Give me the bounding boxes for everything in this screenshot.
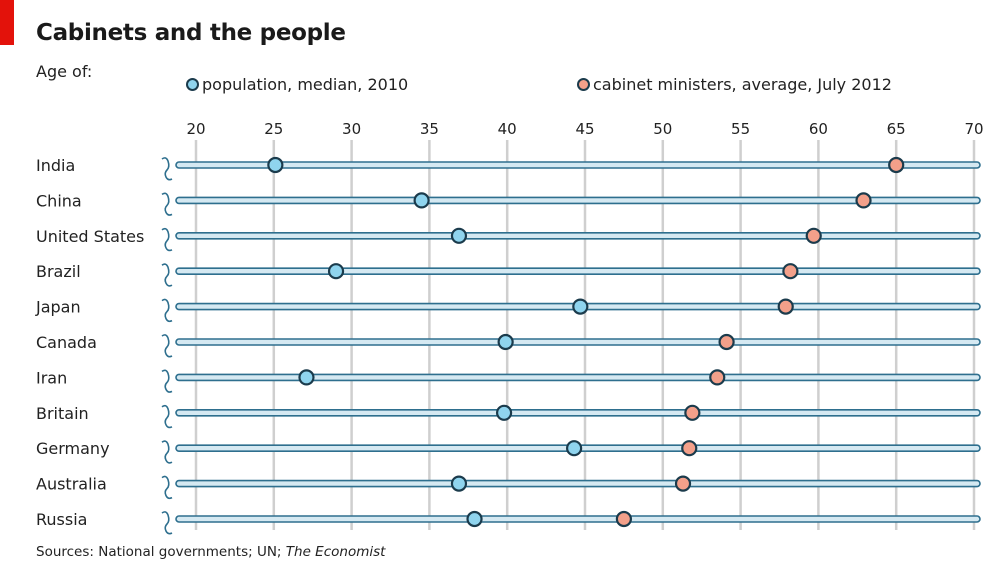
x-axis-ticks: 20 25 30 35 40 45 50 55 60 65 70 bbox=[186, 120, 983, 138]
red-corner-tag bbox=[0, 0, 14, 45]
rows: India China United States Brazil Japan Canada… bbox=[35, 156, 981, 535]
row-bar bbox=[175, 338, 981, 346]
axis-break-icon bbox=[161, 227, 173, 252]
axis-break-icon bbox=[161, 475, 173, 500]
chart-row: China bbox=[36, 191, 981, 216]
ministers-dot bbox=[888, 156, 905, 174]
row-label: India bbox=[36, 156, 75, 175]
ministers-dot bbox=[805, 227, 822, 244]
row-label: China bbox=[36, 191, 82, 210]
chart-row: Russia bbox=[36, 510, 981, 535]
legend-ministers: cabinet ministers, average, July 2012 bbox=[577, 75, 892, 94]
ministers-dot bbox=[855, 192, 872, 209]
population-dot bbox=[566, 440, 583, 457]
chart-row: Australia bbox=[36, 475, 981, 500]
chart-row: Japan bbox=[35, 298, 981, 323]
row-bar bbox=[175, 161, 981, 169]
ministers-dot bbox=[718, 333, 735, 351]
x-tick-label: 35 bbox=[420, 120, 439, 138]
legend-ministers-label: cabinet ministers, average, July 2012 bbox=[593, 75, 892, 94]
chart-row: Britain bbox=[36, 404, 981, 429]
row-bar bbox=[175, 196, 981, 205]
ministers-dot bbox=[615, 510, 633, 528]
legend-population-label: population, median, 2010 bbox=[202, 75, 409, 94]
population-dot bbox=[450, 475, 468, 492]
x-tick-label: 65 bbox=[887, 120, 906, 138]
row-label: Russia bbox=[36, 510, 87, 529]
ministers-dot bbox=[709, 369, 726, 386]
row-bar bbox=[175, 515, 981, 523]
row-bar bbox=[175, 479, 981, 488]
chart-title: Cabinets and the people bbox=[36, 20, 346, 46]
x-tick-label: 50 bbox=[653, 120, 672, 138]
population-dot bbox=[495, 404, 513, 421]
chart-row: United States bbox=[36, 227, 981, 252]
chart-row: Brazil bbox=[36, 262, 981, 287]
population-dot bbox=[450, 227, 468, 244]
row-bar bbox=[175, 408, 981, 417]
row-label: Britain bbox=[36, 404, 89, 423]
chart-row: Iran bbox=[36, 368, 981, 393]
chart-row: Canada bbox=[36, 333, 981, 358]
ministers-dot bbox=[777, 298, 794, 315]
row-bar bbox=[175, 267, 981, 276]
axis-break-icon bbox=[161, 263, 173, 287]
axis-break-icon bbox=[161, 440, 173, 464]
row-bar bbox=[175, 232, 981, 240]
ministers-dot bbox=[782, 263, 799, 280]
row-label: United States bbox=[36, 227, 144, 246]
source-prefix: Sources: National governments; UN; bbox=[36, 544, 286, 560]
row-label: Canada bbox=[36, 333, 97, 352]
population-dot bbox=[466, 510, 483, 528]
legend-ministers-swatch bbox=[577, 78, 590, 91]
population-dot bbox=[267, 156, 284, 174]
chart-subtitle: Age of: bbox=[36, 62, 93, 81]
x-tick-label: 45 bbox=[575, 120, 594, 138]
chart-row: India bbox=[36, 156, 981, 181]
source-italic: The Economist bbox=[285, 544, 386, 560]
x-tick-label: 20 bbox=[186, 120, 205, 138]
axis-break-icon bbox=[161, 511, 173, 535]
axis-break-icon bbox=[161, 334, 173, 358]
population-dot bbox=[497, 333, 514, 351]
row-label: Brazil bbox=[36, 262, 81, 281]
row-label: Germany bbox=[36, 439, 110, 458]
ministers-dot bbox=[681, 440, 698, 457]
chart-row: Germany bbox=[36, 439, 981, 464]
axis-break-icon bbox=[161, 298, 173, 323]
x-tick-label: 30 bbox=[342, 120, 361, 138]
x-tick-label: 55 bbox=[731, 120, 750, 138]
x-tick-label: 70 bbox=[964, 120, 983, 138]
x-tick-label: 25 bbox=[264, 120, 283, 138]
source-note: Sources: National governments; UN; The E… bbox=[36, 544, 385, 560]
population-dot bbox=[298, 369, 315, 386]
population-dot bbox=[413, 192, 430, 209]
row-label: Japan bbox=[35, 298, 81, 317]
x-tick-label: 40 bbox=[498, 120, 517, 138]
axis-break-icon bbox=[161, 157, 173, 181]
ministers-dot bbox=[674, 475, 692, 492]
population-dot bbox=[572, 298, 589, 315]
legend-population: population, median, 2010 bbox=[186, 75, 408, 94]
ministers-dot bbox=[684, 404, 701, 421]
axis-break-icon bbox=[161, 369, 173, 393]
x-tick-label: 60 bbox=[809, 120, 828, 138]
legend-population-swatch bbox=[186, 78, 199, 91]
row-label: Iran bbox=[36, 368, 67, 387]
population-dot bbox=[327, 263, 345, 280]
row-bar bbox=[175, 373, 981, 382]
axis-break-icon bbox=[161, 192, 173, 216]
axis-break-icon bbox=[161, 404, 173, 429]
row-label: Australia bbox=[36, 475, 107, 494]
